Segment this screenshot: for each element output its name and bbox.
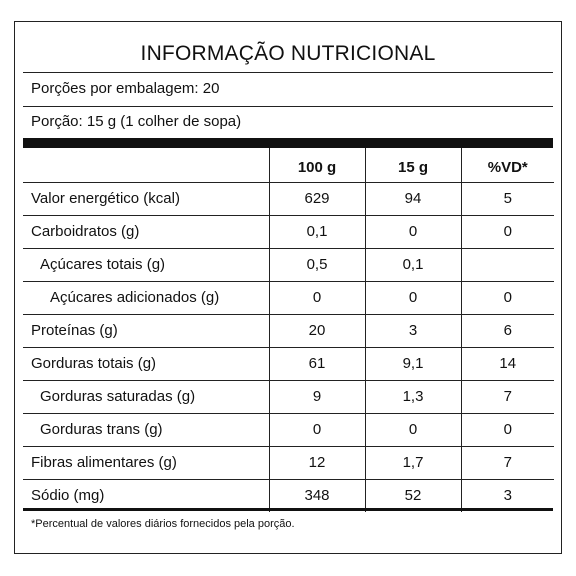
- value-serving: 0,1: [364, 248, 461, 282]
- value-100g: 9: [268, 380, 365, 414]
- nutrient-name: Açúcares totais (g): [23, 248, 269, 282]
- nutrient-name: Açúcares adicionados (g): [23, 281, 269, 315]
- nutrient-name: Gorduras saturadas (g): [23, 380, 269, 414]
- value-dv: 3: [460, 479, 554, 512]
- nutrient-name: Proteínas (g): [23, 314, 269, 348]
- footer-thick-rule: [23, 508, 553, 511]
- label-title: INFORMAÇÃO NUTRICIONAL: [140, 42, 436, 65]
- value-serving: 0: [364, 281, 461, 315]
- footnote: *Percentual de valores diários fornecido…: [31, 518, 295, 530]
- value-serving: 3: [364, 314, 461, 348]
- value-100g: 12: [268, 446, 365, 480]
- value-dv: 14: [460, 347, 554, 381]
- value-100g: 0: [268, 413, 365, 447]
- value-100g: 0: [268, 281, 365, 315]
- nutrition-facts-label: INFORMAÇÃO NUTRICIONAL Porções por embal…: [14, 21, 562, 554]
- table-row: Açúcares totais (g) 0,5 0,1: [23, 248, 554, 282]
- value-dv: 0: [460, 413, 554, 447]
- nutrition-table: 100 g 15 g %VD* Valor energético (kcal) …: [23, 148, 554, 512]
- table-row: Gorduras trans (g) 0 0 0: [23, 413, 554, 447]
- servings-divider: [23, 106, 553, 107]
- nutrient-name: Valor energético (kcal): [23, 182, 269, 216]
- nutrient-name: Gorduras trans (g): [23, 413, 269, 447]
- nutrient-name: Fibras alimentares (g): [23, 446, 269, 480]
- nutrient-name: Gorduras totais (g): [23, 347, 269, 381]
- value-serving: 94: [364, 182, 461, 216]
- serving-size: Porção: 15 g (1 colher de sopa): [31, 113, 242, 130]
- table-row: Gorduras saturadas (g) 9 1,3 7: [23, 380, 554, 414]
- header-thick-rule: [23, 138, 553, 148]
- table-row: Gorduras totais (g) 61 9,1 14: [23, 347, 554, 381]
- nutrient-name: Carboidratos (g): [23, 215, 269, 249]
- column-header-serving: 15 g: [364, 148, 461, 183]
- table-row: Valor energético (kcal) 629 94 5: [23, 182, 554, 216]
- value-100g: 20: [268, 314, 365, 348]
- value-dv: 6: [460, 314, 554, 348]
- table-header-row: 100 g 15 g %VD*: [23, 148, 554, 183]
- table-row: Carboidratos (g) 0,1 0 0: [23, 215, 554, 249]
- value-serving: 1,7: [364, 446, 461, 480]
- value-dv: 5: [460, 182, 554, 216]
- value-dv: [460, 248, 554, 282]
- value-serving: 9,1: [364, 347, 461, 381]
- title-divider: [23, 72, 553, 73]
- table-row: Açúcares adicionados (g) 0 0 0: [23, 281, 554, 315]
- value-serving: 0: [364, 215, 461, 249]
- value-100g: 629: [268, 182, 365, 216]
- value-100g: 348: [268, 479, 365, 512]
- value-serving: 52: [364, 479, 461, 512]
- value-100g: 0,5: [268, 248, 365, 282]
- table-row: Fibras alimentares (g) 12 1,7 7: [23, 446, 554, 480]
- table-row: Proteínas (g) 20 3 6: [23, 314, 554, 348]
- value-100g: 61: [268, 347, 365, 381]
- value-serving: 1,3: [364, 380, 461, 414]
- value-100g: 0,1: [268, 215, 365, 249]
- value-dv: 0: [460, 281, 554, 315]
- table-row: Sódio (mg) 348 52 3: [23, 479, 554, 512]
- value-dv: 7: [460, 446, 554, 480]
- value-serving: 0: [364, 413, 461, 447]
- column-header-dv: %VD*: [460, 148, 554, 183]
- value-dv: 0: [460, 215, 554, 249]
- column-header-nutrient: [23, 148, 269, 183]
- value-dv: 7: [460, 380, 554, 414]
- column-header-100g: 100 g: [268, 148, 365, 183]
- servings-per-package: Porções por embalagem: 20: [31, 80, 220, 97]
- nutrient-name: Sódio (mg): [31, 487, 105, 505]
